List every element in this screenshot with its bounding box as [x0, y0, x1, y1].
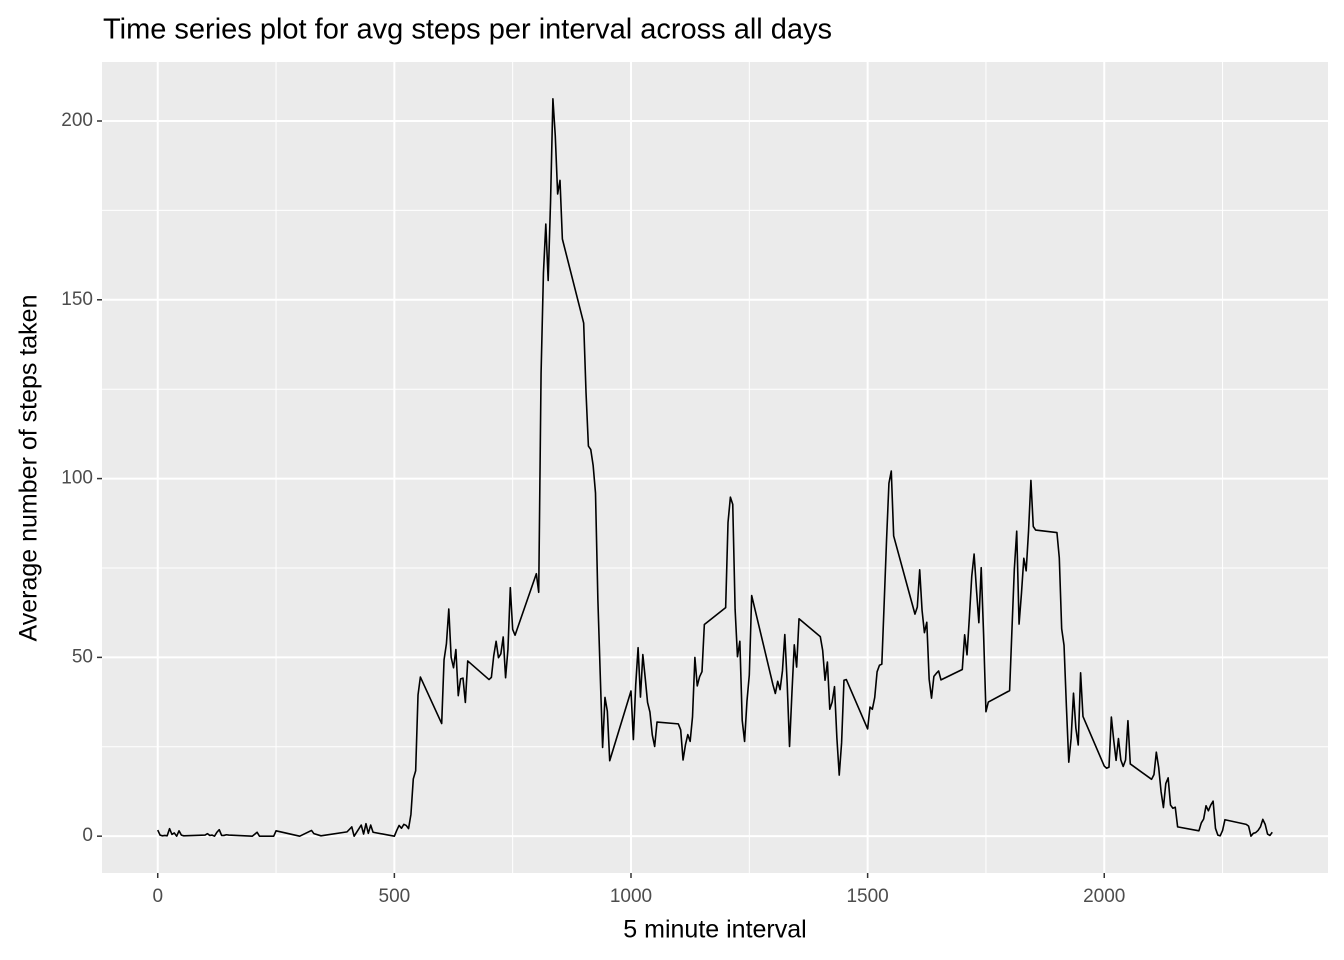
y-tick-label: 50 [72, 646, 93, 667]
chart-title: Time series plot for avg steps per inter… [103, 14, 832, 46]
x-axis-label: 5 minute interval [623, 916, 806, 944]
x-tick-label: 1500 [846, 886, 888, 907]
x-tick-label: 0 [152, 886, 163, 907]
plot-panel [102, 62, 1328, 873]
y-tick-label: 150 [61, 289, 93, 310]
x-tick-label: 1000 [610, 886, 652, 907]
y-tick-label: 100 [61, 468, 93, 489]
y-tick-label: 0 [82, 825, 93, 846]
x-tick-label: 2000 [1083, 886, 1125, 907]
y-axis-label: Average number of steps taken [15, 295, 43, 642]
data-line [157, 98, 1273, 837]
y-tick-label: 200 [61, 110, 93, 131]
x-tick-label: 500 [379, 886, 411, 907]
